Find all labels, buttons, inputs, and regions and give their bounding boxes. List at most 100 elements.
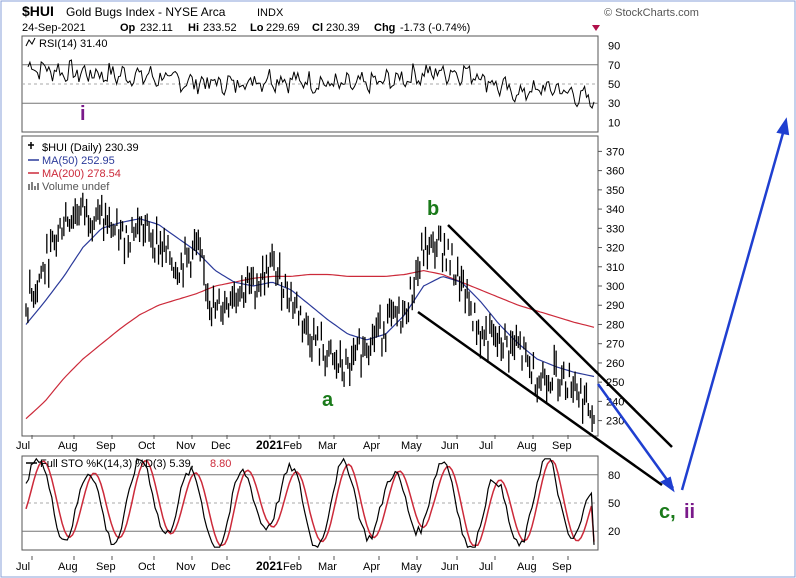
change-down-arrow-icon bbox=[592, 25, 600, 31]
bottom-month-label: Jul bbox=[479, 561, 493, 573]
ma200-line bbox=[25, 269, 595, 420]
top-month-label: Aug bbox=[517, 440, 537, 452]
bottom-month-label: May bbox=[401, 561, 422, 573]
channel-lower-line bbox=[417, 310, 663, 487]
projection-arrow-down bbox=[596, 383, 675, 489]
bottom-month-label: Apr bbox=[363, 561, 380, 573]
top-month-label: Mar bbox=[318, 440, 337, 452]
price-tick-label: 270 bbox=[606, 339, 624, 351]
wave-label-c: c, bbox=[659, 501, 676, 523]
month-axis-top: Jul Aug Sep Oct Nov Dec 2021 Feb Mar Apr May Jun Jul… bbox=[16, 435, 572, 452]
price-tick-label: 340 bbox=[606, 204, 624, 216]
top-month-label: Oct bbox=[138, 440, 155, 452]
top-month-label: Jul bbox=[479, 440, 493, 452]
wave-label-b: b bbox=[427, 198, 439, 220]
top-month-label: Dec bbox=[211, 440, 231, 452]
top-month-label: 2021 bbox=[256, 438, 283, 452]
stockcharts-watermark: © StockCharts.com bbox=[604, 7, 699, 19]
sto-axis-ticks: 80 50 20 bbox=[608, 470, 620, 538]
bottom-month-label: Aug bbox=[517, 561, 537, 573]
high-label: Hi bbox=[188, 22, 199, 34]
month-axis-bottom: Jul Aug Sep Oct Nov Dec 2021 Feb Mar Apr May Jun Jul… bbox=[16, 556, 572, 573]
rsi-line bbox=[27, 59, 595, 109]
price-tick-label: 370 bbox=[606, 146, 624, 158]
bottom-month-label: Sep bbox=[552, 561, 572, 573]
symbol-label: $HUI bbox=[22, 3, 54, 19]
price-tick-label: 290 bbox=[606, 300, 624, 312]
top-month-label: Jun bbox=[441, 440, 459, 452]
exchange-label: INDX bbox=[257, 7, 284, 19]
bottom-month-label: Dec bbox=[211, 561, 231, 573]
wave-label-i: i bbox=[80, 103, 86, 125]
close-value: 230.39 bbox=[326, 22, 360, 34]
wave-label-a: a bbox=[322, 389, 334, 411]
price-tick-label: 360 bbox=[606, 166, 624, 178]
price-bars bbox=[25, 192, 595, 432]
top-month-label: Nov bbox=[176, 440, 196, 452]
rsi-tick-label: 90 bbox=[608, 41, 620, 53]
price-legend: $HUI (Daily) 230.39 bbox=[42, 142, 139, 154]
sto-tick-label: 50 bbox=[608, 498, 620, 510]
bottom-month-label: Feb bbox=[283, 561, 302, 573]
top-month-label: Apr bbox=[363, 440, 380, 452]
bottom-month-label: Mar bbox=[318, 561, 337, 573]
sto-legend: Full STO %K(14,3) %D(3) 5.39, bbox=[40, 458, 194, 470]
open-label: Op bbox=[120, 22, 136, 34]
sto-tick-label: 20 bbox=[608, 526, 620, 538]
price-tick-label: 320 bbox=[606, 243, 624, 255]
rsi-tick-label: 10 bbox=[608, 117, 620, 129]
top-month-label: Jul bbox=[16, 440, 30, 452]
price-tick-label: 350 bbox=[606, 185, 624, 197]
bottom-month-label: Sep bbox=[96, 561, 116, 573]
low-label: Lo bbox=[250, 22, 264, 34]
bottom-month-label: Jul bbox=[16, 561, 30, 573]
top-month-label: Aug bbox=[58, 440, 78, 452]
price-panel bbox=[21, 135, 599, 437]
change-label: Chg bbox=[374, 22, 395, 34]
price-tick-label: 310 bbox=[606, 262, 624, 274]
wave-label-ii: ii bbox=[684, 501, 695, 523]
rsi-legend: RSI(14) 31.40 bbox=[39, 38, 107, 50]
close-label: Cl bbox=[312, 22, 323, 34]
volume-legend-icon bbox=[28, 182, 39, 190]
ma200-legend: MA(200) 278.54 bbox=[42, 168, 121, 180]
sto-tick-label: 80 bbox=[608, 470, 620, 482]
high-value: 233.52 bbox=[203, 22, 237, 34]
top-month-label: Sep bbox=[552, 440, 572, 452]
price-tick-label: 230 bbox=[606, 416, 624, 428]
projection-arrow-down-head-icon bbox=[660, 476, 675, 493]
sto-gridlines bbox=[22, 474, 598, 532]
top-month-label: Sep bbox=[96, 440, 116, 452]
date-label: 24-Sep-2021 bbox=[22, 22, 86, 34]
bottom-month-label: Aug bbox=[58, 561, 78, 573]
channel-upper-line bbox=[447, 224, 673, 448]
sto-k-line bbox=[25, 457, 595, 549]
sto-d-line bbox=[25, 459, 595, 547]
projection-arrow-up-head-icon bbox=[776, 117, 790, 136]
bottom-month-label: Nov bbox=[176, 561, 196, 573]
price-legend-icon bbox=[28, 142, 34, 149]
top-month-label: Feb bbox=[283, 440, 302, 452]
sto-legend-d: 8.80 bbox=[210, 458, 231, 470]
rsi-tick-label: 50 bbox=[608, 79, 620, 91]
bottom-month-label: 2021 bbox=[256, 559, 283, 573]
rsi-axis-ticks: 90 70 50 30 10 bbox=[608, 41, 620, 130]
price-tick-label: 330 bbox=[606, 223, 624, 235]
top-month-label: May bbox=[401, 440, 422, 452]
volume-legend: Volume undef bbox=[42, 181, 110, 193]
index-name: Gold Bugs Index - NYSE Arca bbox=[66, 5, 226, 19]
low-value: 229.69 bbox=[266, 22, 300, 34]
price-tick-label: 300 bbox=[606, 281, 624, 293]
rsi-tick-label: 70 bbox=[608, 60, 620, 72]
open-value: 232.11 bbox=[140, 22, 173, 34]
price-tick-label: 260 bbox=[606, 358, 624, 370]
change-value: -1.73 (-0.74%) bbox=[400, 22, 470, 34]
price-tick-label: 280 bbox=[606, 319, 624, 331]
rsi-tick-label: 30 bbox=[608, 98, 620, 110]
bottom-month-label: Oct bbox=[138, 561, 155, 573]
rsi-legend-icon bbox=[25, 37, 36, 47]
bottom-month-label: Jun bbox=[441, 561, 459, 573]
projection-arrow-up bbox=[680, 125, 787, 491]
ma50-legend: MA(50) 252.95 bbox=[42, 155, 115, 167]
